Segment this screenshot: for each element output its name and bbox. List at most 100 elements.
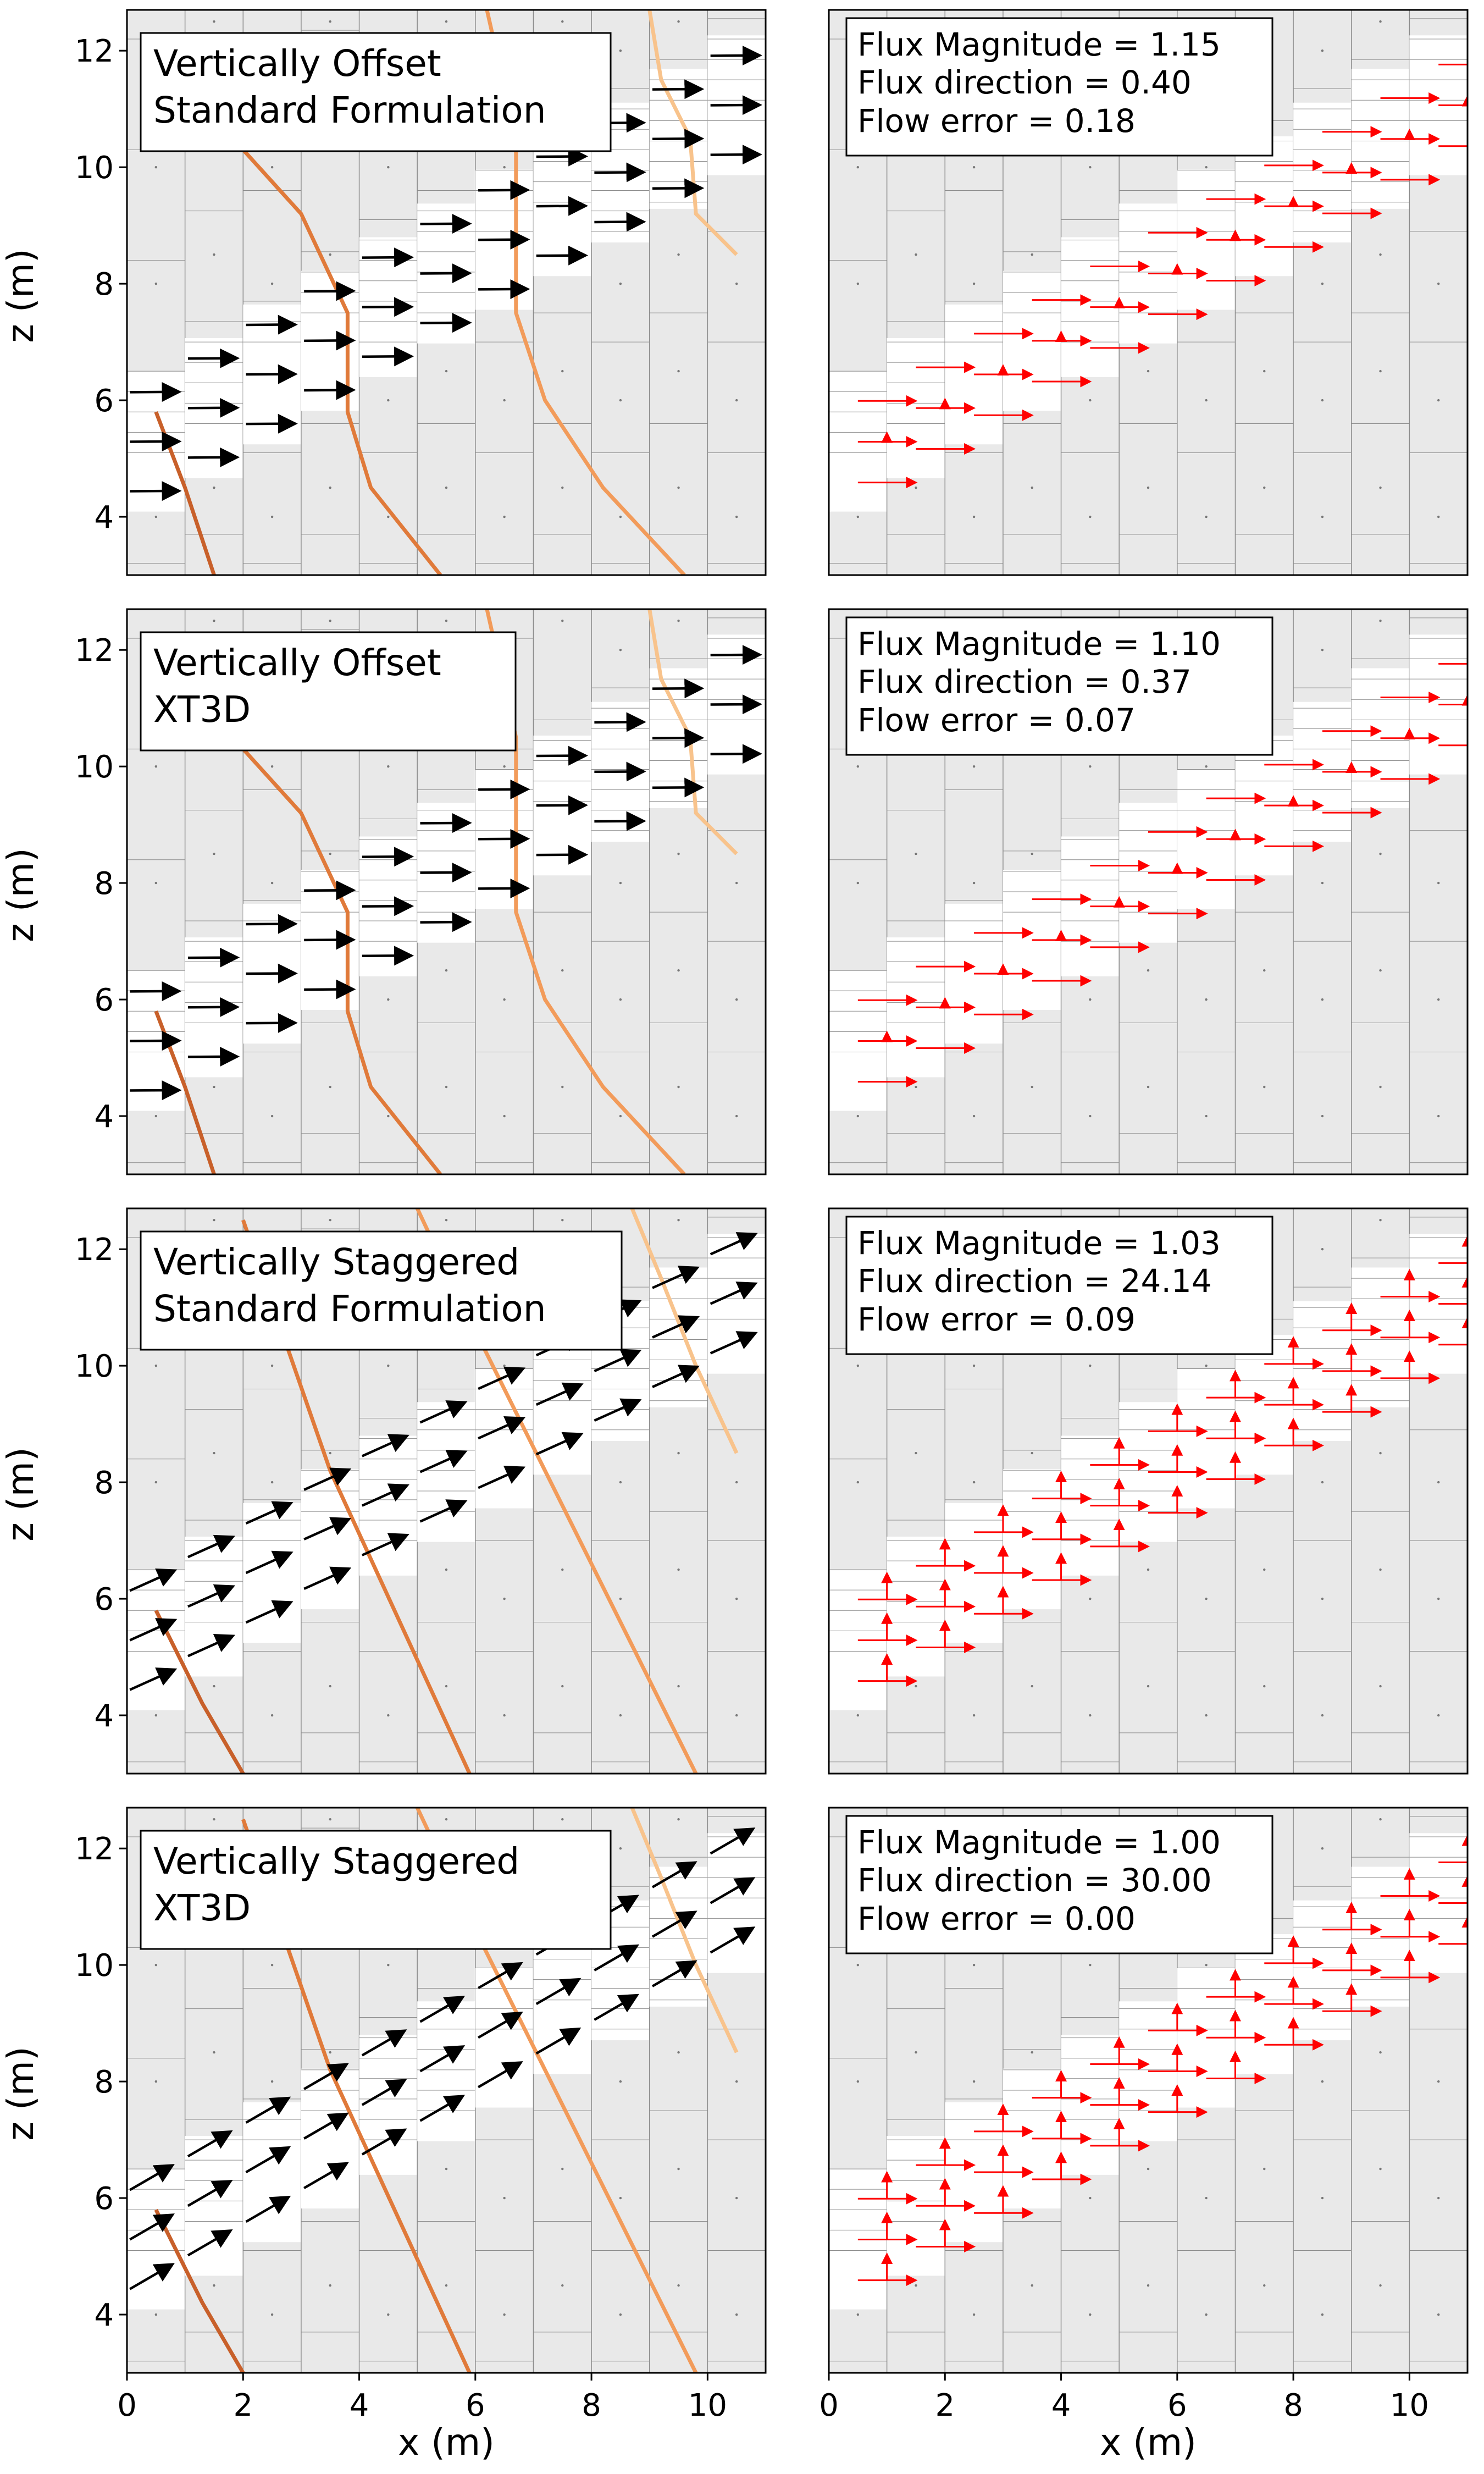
cell-center-dot bbox=[619, 1847, 622, 1850]
cell-center-dot bbox=[154, 765, 158, 768]
velocity-arrow bbox=[129, 1618, 178, 1642]
cell-center-dot bbox=[1205, 2313, 1208, 2316]
active-cell-column bbox=[127, 1570, 185, 1710]
y-tick-label: 6 bbox=[94, 1582, 114, 1617]
cell-center-dot bbox=[387, 399, 390, 402]
velocity-arrow bbox=[420, 813, 472, 833]
velocity-arrow bbox=[303, 1517, 352, 1540]
x-tick-label: 0 bbox=[117, 2388, 137, 2423]
left-plot-0: 4 6 8 10 12 Vertically Offset Standard Formu… bbox=[75, 9, 767, 576]
active-cell-column bbox=[185, 2136, 243, 2276]
cell-center-dot bbox=[1031, 1685, 1033, 1688]
cell-center-dot bbox=[503, 1364, 506, 1367]
velocity-arrow bbox=[361, 1483, 409, 1507]
cell-center-dot bbox=[329, 2051, 331, 2054]
velocity-arrow bbox=[710, 1282, 758, 1305]
cell-center-dot bbox=[1321, 648, 1324, 651]
cell-center-dot bbox=[915, 852, 917, 855]
y-tick-label: 8 bbox=[94, 2064, 114, 2100]
cell-center-dot bbox=[856, 1963, 860, 1967]
cell-center-dot bbox=[1379, 2284, 1382, 2287]
stats-box: Flux Magnitude = 1.15 Flux direction = 0… bbox=[845, 17, 1273, 157]
y-tick-label: 10 bbox=[75, 749, 114, 785]
cell-center-dot bbox=[1379, 1685, 1382, 1688]
plot-frame bbox=[126, 9, 767, 576]
velocity-arrow bbox=[710, 1232, 758, 1256]
cell-center-dot bbox=[619, 1114, 622, 1118]
cell-center-dot bbox=[503, 998, 506, 1001]
cell-center-dot bbox=[1205, 765, 1208, 768]
cell-center-dot bbox=[329, 2284, 331, 2287]
velocity-arrow bbox=[477, 2011, 523, 2039]
cell-center-dot bbox=[445, 1568, 448, 1571]
cell-center-dot bbox=[1031, 1085, 1033, 1089]
z-axis-label-1: z (m) bbox=[0, 848, 42, 942]
velocity-arrow bbox=[652, 1365, 700, 1388]
flux-direction: Flux direction = 0.37 bbox=[857, 663, 1192, 700]
cell-center-dot bbox=[1263, 1085, 1266, 1089]
cell-center-dot bbox=[1205, 998, 1208, 1001]
stats-box: Flux Magnitude = 1.03 Flux direction = 2… bbox=[845, 1216, 1273, 1355]
cell-center-dot bbox=[1321, 1247, 1324, 1251]
velocity-arrow bbox=[478, 779, 530, 799]
cell-center-dot bbox=[1031, 253, 1033, 256]
y-tick-label: 8 bbox=[94, 866, 114, 902]
cell-center-dot bbox=[1147, 2284, 1150, 2287]
cell-center-dot bbox=[1379, 2167, 1382, 2171]
active-cell-column bbox=[417, 2001, 475, 2141]
y-tick-label: 10 bbox=[75, 1349, 114, 1384]
x-axis-label-left: x (m) bbox=[398, 2421, 495, 2464]
cell-center-dot bbox=[619, 515, 622, 518]
velocity-arrow bbox=[594, 1398, 642, 1422]
cell-center-dot bbox=[735, 1714, 738, 1717]
active-cell-column bbox=[533, 1334, 592, 1475]
cell-center-dot bbox=[972, 1364, 976, 1367]
velocity-arrow bbox=[478, 878, 530, 898]
velocity-arrow bbox=[129, 2164, 175, 2191]
velocity-arrow bbox=[361, 1434, 409, 1457]
cell-center-dot bbox=[972, 515, 976, 518]
cell-center-dot bbox=[1205, 515, 1208, 518]
cell-center-dot bbox=[270, 765, 274, 768]
flux-direction: Flux direction = 30.00 bbox=[857, 1862, 1212, 1899]
cell-center-dot bbox=[972, 1114, 976, 1118]
cell-center-dot bbox=[270, 2313, 274, 2316]
cell-center-dot bbox=[561, 1568, 564, 1571]
cell-center-dot bbox=[1089, 998, 1092, 1001]
cell-center-dot bbox=[387, 1714, 390, 1717]
plot-frame bbox=[828, 1207, 1469, 1775]
cell-center-dot bbox=[445, 369, 448, 373]
y-tick-label: 4 bbox=[94, 1099, 114, 1135]
panel-row-1: 4 6 8 10 12 Vertically Offset XT3D Flux Magn… bbox=[75, 608, 1469, 1175]
cell-center-dot bbox=[1379, 20, 1382, 23]
velocity-arrow bbox=[245, 1501, 294, 1525]
cell-center-dot bbox=[1437, 2080, 1440, 2083]
cell-center-dot bbox=[735, 1481, 738, 1484]
cell-center-dot bbox=[677, 253, 680, 256]
cell-center-dot bbox=[213, 1085, 215, 1089]
cell-center-dot bbox=[677, 369, 680, 373]
cell-center-dot bbox=[735, 1597, 738, 1600]
cell-center-dot bbox=[677, 1218, 680, 1222]
cell-center-dot bbox=[1263, 2284, 1266, 2287]
velocity-arrow bbox=[246, 314, 298, 335]
cell-center-dot bbox=[619, 2313, 622, 2316]
velocity-arrow bbox=[303, 2063, 349, 2090]
cell-center-dot bbox=[445, 1685, 448, 1688]
head-contour-line bbox=[154, 1609, 245, 1774]
velocity-arrow bbox=[187, 2179, 233, 2207]
cell-center-dot bbox=[270, 1963, 274, 1967]
velocity-arrow bbox=[303, 2112, 349, 2140]
cell-center-dot bbox=[270, 165, 274, 169]
cell-center-dot bbox=[1379, 969, 1382, 972]
cell-center-dot bbox=[154, 2080, 158, 2083]
flux-magnitude: Flux Magnitude = 1.00 bbox=[857, 1824, 1221, 1861]
velocity-arrow bbox=[594, 761, 646, 782]
cell-center-dot bbox=[1263, 2167, 1266, 2171]
cell-center-dot bbox=[387, 998, 390, 1001]
cell-center-dot bbox=[270, 515, 274, 518]
cell-center-dot bbox=[561, 619, 564, 622]
velocity-arrow bbox=[535, 1382, 584, 1406]
panel-label-box: Vertically Offset Standard Formulation bbox=[140, 32, 612, 152]
cell-center-dot bbox=[619, 1714, 622, 1717]
